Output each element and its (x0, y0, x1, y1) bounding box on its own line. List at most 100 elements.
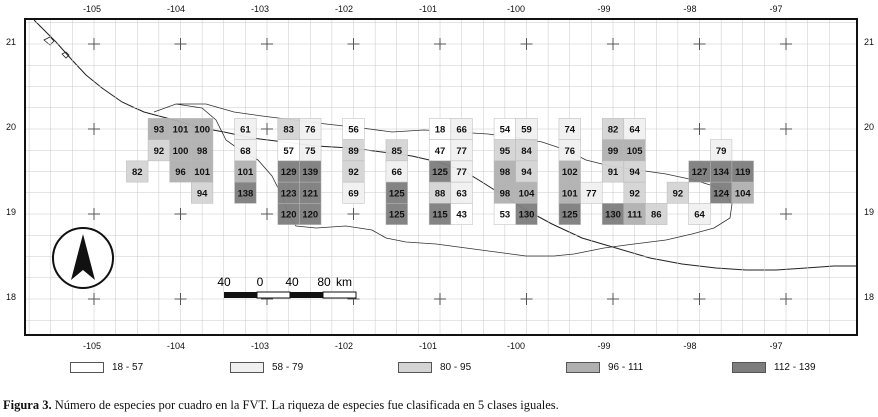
lon-label-bottom: -99 (597, 341, 611, 351)
cell-value-label: 139 (302, 167, 318, 178)
map-canvas: 93 101 100 61 83 76 56 18 66 54 59 74 82 64 92 100 98 68 5… (26, 20, 856, 334)
cell-shade (385, 203, 408, 225)
cell-value-label: 94 (197, 188, 208, 199)
scale-label: 40 (217, 275, 231, 289)
cell-value-label: 120 (281, 210, 297, 221)
cell-value-label: 63 (456, 188, 467, 199)
lon-label-top: -104 (166, 4, 186, 14)
cell-value-label: 99 (608, 146, 619, 157)
cell-value-label: 121 (302, 188, 319, 199)
graticule-cross (693, 293, 706, 305)
lon-label-bottom: -98 (683, 341, 697, 351)
cell-value-label: 57 (283, 146, 294, 157)
lon-label-top: -97 (769, 4, 783, 14)
graticule-cross (780, 208, 792, 220)
caption-text: Número de especies por cuadro en la FVT.… (51, 398, 559, 412)
cell-value-label: 59 (521, 125, 532, 136)
cell-value-label: 119 (735, 167, 750, 178)
cell-value-label: 93 (154, 125, 165, 136)
lon-label-top: -103 (250, 4, 270, 14)
cell-shade (299, 203, 322, 225)
cell-value-label: 94 (521, 167, 532, 178)
cell-value-label: 43 (456, 210, 467, 221)
lon-label-bottom: -102 (334, 341, 354, 351)
graticule-cross (174, 38, 187, 50)
legend-item: 58 - 79 (230, 362, 303, 373)
cell-value-label: 98 (500, 188, 511, 199)
legend-swatch (398, 362, 432, 373)
legend-item: 96 - 111 (566, 362, 643, 373)
legend-item: 112 - 139 (732, 362, 816, 373)
cell-value-label: 82 (132, 167, 143, 178)
scale-unit: km (336, 275, 352, 289)
cell-shade (234, 181, 257, 204)
cell-value-label: 124 (713, 188, 730, 199)
cell-value-label: 125 (389, 188, 406, 199)
cell-value-label: 92 (629, 188, 640, 199)
caption-label: Figura 3. (3, 398, 52, 412)
graticule-cross (261, 123, 273, 135)
lat-label-left: 21 (6, 37, 17, 47)
lon-label-top: -100 (506, 4, 526, 14)
cell-value-label: 101 (173, 125, 190, 136)
cell-value-label: 127 (692, 167, 708, 178)
cell-value-label: 95 (500, 146, 511, 157)
cell-value-label: 98 (500, 167, 511, 178)
cell-value-label: 61 (240, 125, 251, 136)
cell-value-label: 92 (348, 167, 359, 178)
graticule-cross (607, 293, 619, 305)
cell-value-label: 125 (432, 167, 449, 178)
legend: 18 - 57 58 - 79 80 - 95 96 - 111 112 - 1… (70, 362, 830, 380)
lon-label-bottom: -105 (82, 341, 102, 351)
scale-label: 80 (317, 275, 331, 289)
graticule-cross (693, 123, 706, 135)
cell-shade (558, 203, 581, 225)
cell-value-label: 76 (564, 146, 575, 157)
legend-label: 58 - 79 (272, 362, 304, 373)
cell-value-label: 56 (348, 125, 359, 136)
cell-value-label: 104 (519, 188, 536, 199)
island (61, 51, 70, 59)
lon-label-bottom: -103 (250, 341, 270, 351)
cell-value-label: 66 (456, 125, 467, 136)
cell-value-label: 101 (562, 188, 579, 199)
cell-value-label: 104 (735, 188, 752, 199)
cell-value-label: 82 (608, 125, 619, 136)
legend-swatch (70, 362, 104, 373)
graticule-cross (434, 293, 446, 305)
cell-shade (666, 181, 689, 204)
legend-swatch (230, 362, 264, 373)
graticule-cross (780, 123, 792, 135)
cell-value-label: 94 (629, 167, 640, 178)
cell-value-label: 101 (194, 167, 211, 178)
cell-value-label: 130 (605, 210, 621, 221)
cell-value-label: 53 (500, 210, 511, 221)
data-cells: 93 101 100 61 83 76 56 18 66 54 59 74 82 64 92 100 98 68 5… (126, 118, 754, 225)
cell-value-label: 92 (673, 188, 684, 199)
graticule-cross (174, 208, 187, 220)
cell-value-label: 84 (521, 146, 532, 157)
scale-label: 0 (257, 275, 264, 289)
cell-value-label: 120 (302, 210, 318, 221)
cell-shade (645, 203, 668, 225)
cell-value-label: 88 (435, 188, 446, 199)
scale-bar: 40 0 40 80 km (217, 275, 357, 299)
cell-value-label: 123 (281, 188, 297, 199)
cell-value-label: 129 (281, 167, 297, 178)
cell-shade (688, 203, 711, 225)
figure-caption: Figura 3. Número de especies por cuadro … (3, 398, 559, 413)
cell-value-label: 125 (562, 210, 579, 221)
cell-value-label: 96 (175, 167, 186, 178)
cell-value-label: 85 (391, 146, 402, 157)
lat-label-right: 19 (864, 207, 875, 217)
lon-label-bottom: -100 (506, 341, 526, 351)
lon-label-bottom: -97 (769, 341, 783, 351)
graticule-cross (693, 38, 706, 50)
cell-value-label: 54 (500, 125, 511, 136)
map-frame: 93 101 100 61 83 76 56 18 66 54 59 74 82 64 92 100 98 68 5… (24, 18, 858, 336)
island (43, 36, 55, 46)
grid-lines (26, 20, 856, 334)
lon-label-top: -98 (683, 4, 697, 14)
cell-value-label: 92 (154, 146, 165, 157)
cell-shade (126, 160, 149, 183)
